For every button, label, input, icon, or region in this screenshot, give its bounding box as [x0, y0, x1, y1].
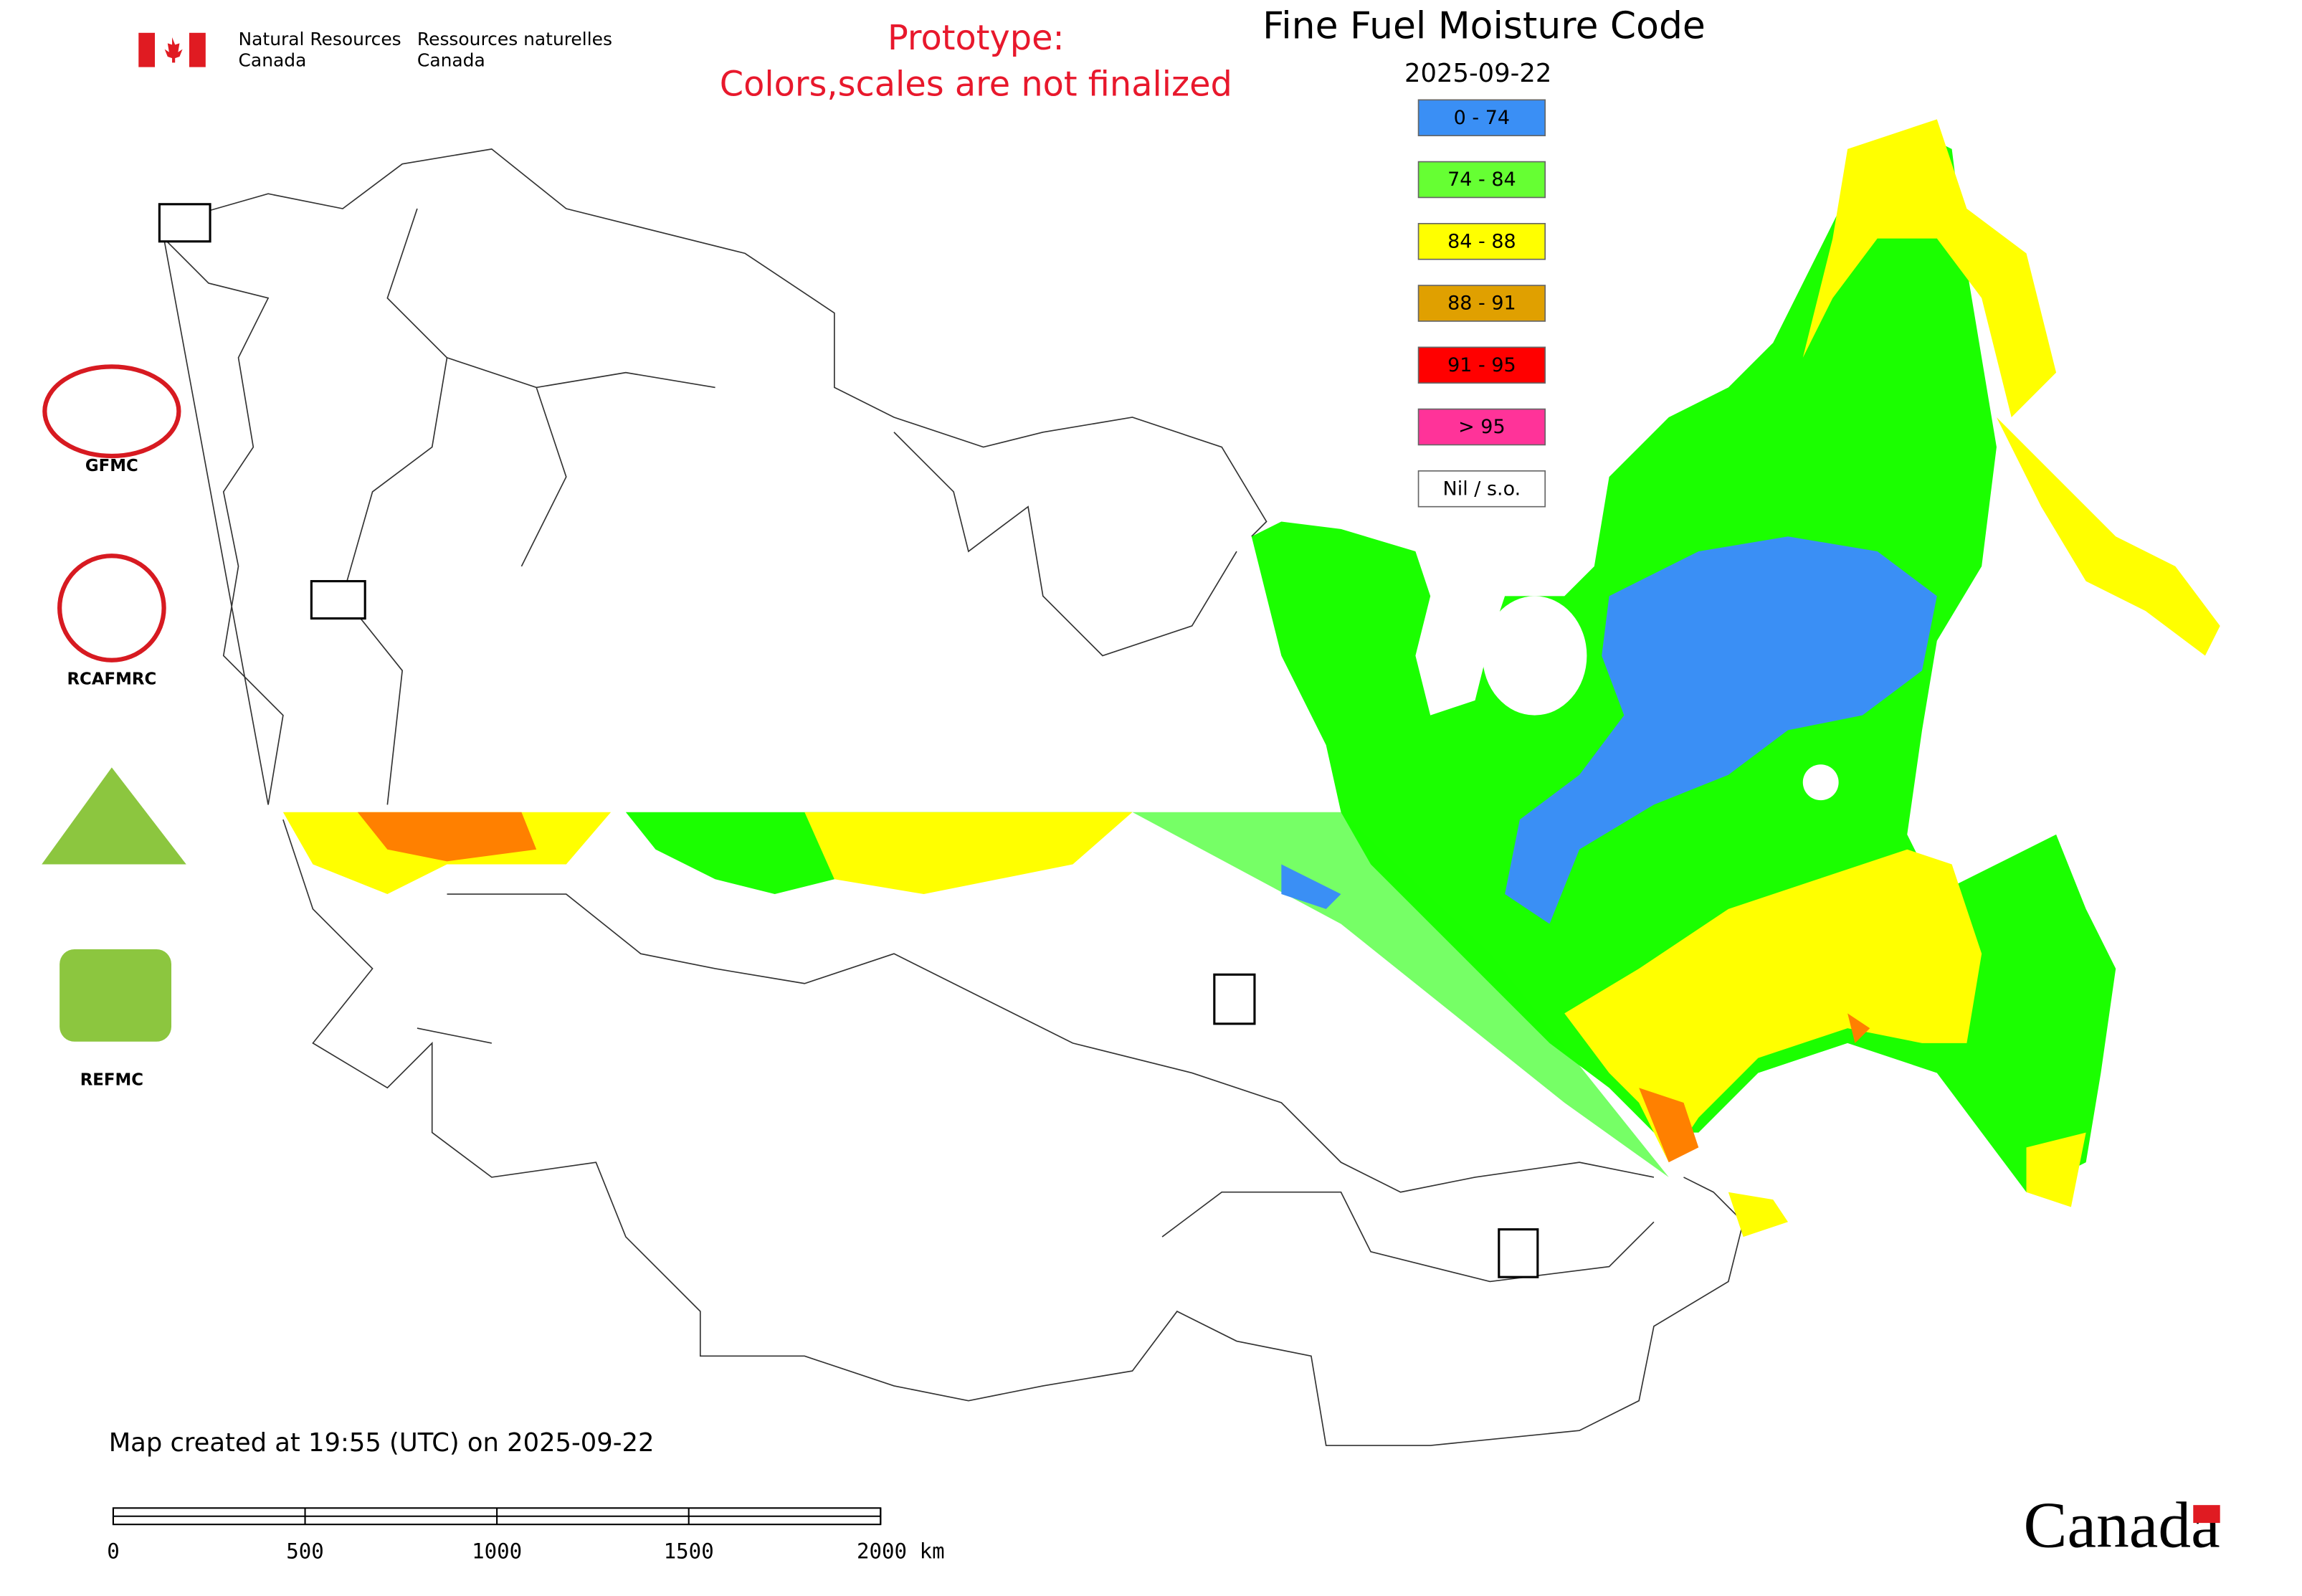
- map-date: 2025-09-22: [1404, 59, 1551, 88]
- wordmark-flag: [2193, 1505, 2220, 1524]
- sea: [1482, 596, 1587, 716]
- region-84-88: [1564, 119, 2220, 1207]
- logo-label: REFMC: [80, 1070, 143, 1089]
- legend-swatch: [1417, 408, 1546, 446]
- created-note: Map created at 19:55 (UTC) on 2025-09-22: [109, 1428, 655, 1458]
- logo-gfmc: [42, 364, 181, 459]
- flag-bar: [189, 32, 206, 67]
- strip-0-74: [1281, 864, 1341, 909]
- legend-label: > 95: [1458, 416, 1506, 438]
- scale-label: 500: [286, 1539, 324, 1564]
- legend-label: 74 - 84: [1447, 168, 1516, 191]
- agency-fr: Canada: [417, 49, 485, 70]
- legend-label: 84 - 88: [1447, 230, 1516, 252]
- logos: GFMC RCAFMRC REFMC: [42, 203, 1539, 1278]
- wordmark: Canada: [2024, 1489, 2220, 1562]
- logo-rcafmrc: [57, 554, 166, 662]
- logo-label: RCAFMRC: [67, 670, 156, 688]
- legend: 0 - 74 74 - 84 84 - 88 88 - 91 91 - 95 > 95 Ni…: [1417, 99, 1546, 508]
- logo-label: GFMC: [85, 457, 138, 475]
- agency-fr: Ressources naturelles: [417, 29, 612, 49]
- notice: Prototype:: [888, 19, 1065, 58]
- map-logo: [1498, 1228, 1539, 1278]
- legend-swatch: [1417, 222, 1546, 260]
- agency-signature: Natural Resources Canada Ressources natu…: [138, 29, 612, 70]
- logo-refmc: [60, 949, 172, 1042]
- scale-label: 1000: [472, 1539, 522, 1564]
- strip-88-91: [357, 812, 537, 862]
- legend-swatch: [1417, 470, 1546, 508]
- legend-label: 0 - 74: [1454, 107, 1510, 129]
- map-title: Fine Fuel Moisture Code: [1262, 5, 1706, 48]
- map-logo: [310, 580, 366, 620]
- legend-label: 91 - 95: [1447, 354, 1516, 376]
- scale-label: 0: [107, 1539, 120, 1564]
- strip-84-88: [804, 812, 1133, 895]
- scale-label: 2000 km: [857, 1539, 945, 1564]
- map-logo: [1213, 973, 1256, 1025]
- island-84-88: [1728, 1192, 1788, 1238]
- scale-bar: 0 500 1000 1500 2000 km: [107, 1507, 945, 1564]
- logo-reefmc: [42, 767, 186, 865]
- scale-label: 1500: [664, 1539, 714, 1564]
- legend-swatch: [1417, 285, 1546, 322]
- agency-en: Natural Resources: [239, 29, 401, 49]
- strip-74-84: [1132, 812, 1669, 1177]
- notice: Colors,scales are not finalized: [720, 65, 1232, 105]
- map: [163, 119, 2220, 1446]
- legend-label: 88 - 91: [1447, 293, 1516, 315]
- country-borders: [163, 148, 1744, 1446]
- maple-leaf: [164, 37, 183, 63]
- legend-swatch: [1417, 346, 1546, 384]
- agency-en: Canada: [239, 49, 307, 70]
- legend-swatch: [1417, 99, 1546, 137]
- legend-label: Nil / s.o.: [1443, 478, 1521, 500]
- region-0-74: [1505, 536, 1937, 924]
- no-data-spot: [1802, 764, 1839, 801]
- flag-bar: [138, 32, 156, 67]
- legend-swatch: [1417, 161, 1546, 199]
- map-logo: [158, 203, 211, 243]
